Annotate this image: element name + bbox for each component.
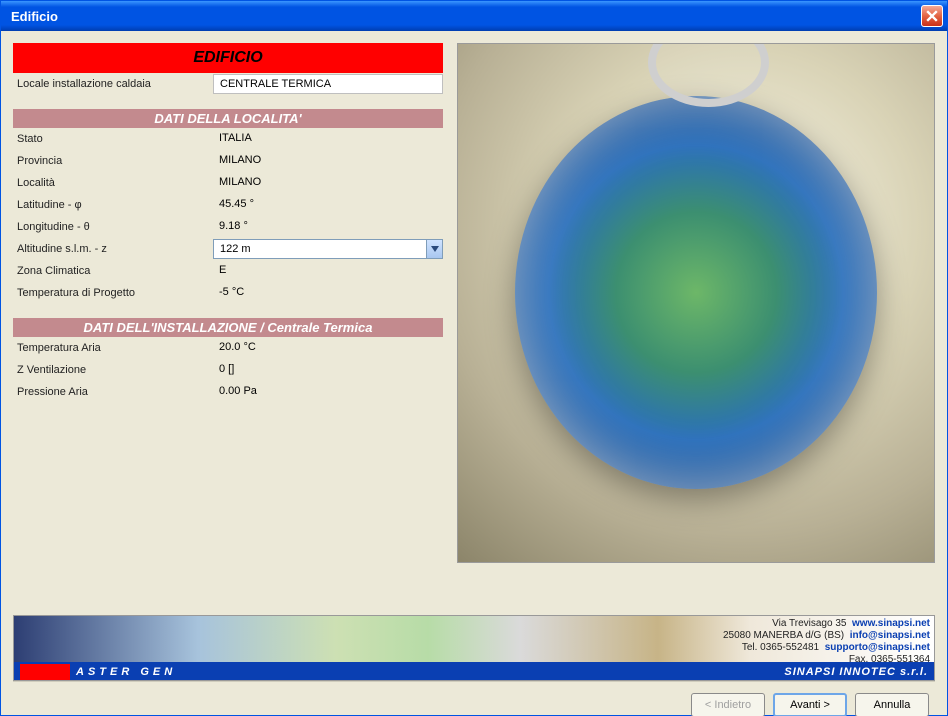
row-zvent: Z Ventilazione 0 [] (13, 359, 443, 381)
banner-contact: Via Trevisago 35 www.sinapsi.net 25080 M… (723, 618, 930, 666)
lat-value: 45.45 ° (213, 195, 443, 215)
lat-label: Latitudine - φ (13, 199, 213, 211)
banner-brand-left-wrap: ASTER GEN (20, 664, 176, 680)
lon-value: 9.18 ° (213, 217, 443, 237)
section-localita: DATI DELLA LOCALITA' (13, 109, 443, 128)
brand-banner: Via Trevisago 35 www.sinapsi.net 25080 M… (13, 615, 935, 681)
alt-label: Altitudine s.l.m. - z (13, 243, 213, 255)
lon-label: Longitudine - θ (13, 221, 213, 233)
taria-label: Temperatura Aria (13, 342, 213, 354)
paria-label: Pressione Aria (13, 386, 213, 398)
contact-mail1: info@sinapsi.net (850, 630, 930, 641)
row-lat: Latitudine - φ 45.45 ° (13, 194, 443, 216)
window-body: EDIFICIO Locale installazione caldaia CE… (1, 31, 947, 715)
titlebar: Edificio (1, 1, 947, 31)
contact-fax: Fax. 0365-551364 (849, 654, 930, 665)
compass-image (457, 43, 935, 563)
zona-value: E (213, 261, 443, 281)
contact-web: www.sinapsi.net (852, 618, 930, 629)
button-bar: < Indietro Avanti > Annulla (13, 688, 935, 716)
provincia-label: Provincia (13, 155, 213, 167)
localita-label: Località (13, 177, 213, 189)
row-alt: Altitudine s.l.m. - z 122 m (13, 238, 443, 260)
close-icon (926, 10, 938, 22)
row-provincia: Provincia MILANO (13, 150, 443, 172)
tprog-value: -5 °C (213, 283, 443, 303)
banner-graphic: Via Trevisago 35 www.sinapsi.net 25080 M… (14, 616, 934, 662)
contact-mail2: supporto@sinapsi.net (825, 642, 930, 653)
row-lon: Longitudine - θ 9.18 ° (13, 216, 443, 238)
provincia-value: MILANO (213, 151, 443, 171)
close-button[interactable] (921, 5, 943, 27)
zona-label: Zona Climatica (13, 265, 213, 277)
row-zona: Zona Climatica E (13, 260, 443, 282)
tprog-label: Temperatura di Progetto (13, 287, 213, 299)
alt-dropdown[interactable]: 122 m (213, 239, 443, 259)
brand-right: SINAPSI INNOTEC s.r.l. (784, 666, 928, 678)
zvent-value: 0 [] (213, 360, 443, 380)
row-localita: Località MILANO (13, 172, 443, 194)
row-locale: Locale installazione caldaia CENTRALE TE… (13, 73, 443, 95)
content-area: EDIFICIO Locale installazione caldaia CE… (13, 43, 935, 615)
localita-value: MILANO (213, 173, 443, 193)
form-column: EDIFICIO Locale installazione caldaia CE… (13, 43, 443, 615)
alt-value: 122 m (214, 243, 426, 255)
footer: Via Trevisago 35 www.sinapsi.net 25080 M… (13, 615, 935, 703)
next-button[interactable]: Avanti > (773, 693, 847, 716)
stato-label: Stato (13, 133, 213, 145)
brand-red-block (20, 664, 70, 680)
contact-tel: Tel. 0365-552481 (742, 642, 819, 653)
chevron-down-icon (426, 240, 442, 258)
taria-value: 20.0 °C (213, 338, 443, 358)
locale-label: Locale installazione caldaia (13, 78, 213, 90)
image-column (457, 43, 935, 615)
row-taria: Temperatura Aria 20.0 °C (13, 337, 443, 359)
brand-left: ASTER GEN (76, 666, 176, 678)
cancel-button[interactable]: Annulla (855, 693, 929, 716)
contact-addr2: 25080 MANERBA d/G (BS) (723, 630, 844, 641)
section-centrale: DATI DELL'INSTALLAZIONE / Centrale Termi… (13, 318, 443, 337)
row-stato: Stato ITALIA (13, 128, 443, 150)
edificio-header: EDIFICIO (13, 43, 443, 73)
contact-addr1: Via Trevisago 35 (772, 618, 846, 629)
zvent-label: Z Ventilazione (13, 364, 213, 376)
stato-value: ITALIA (213, 129, 443, 149)
divider (13, 681, 935, 682)
locale-value[interactable]: CENTRALE TERMICA (213, 74, 443, 94)
paria-value: 0.00 Pa (213, 382, 443, 402)
row-paria: Pressione Aria 0.00 Pa (13, 381, 443, 403)
back-button: < Indietro (691, 693, 765, 716)
window-root: Edificio EDIFICIO Locale installazione c… (0, 0, 948, 716)
window-title: Edificio (5, 9, 58, 24)
row-tprog: Temperatura di Progetto -5 °C (13, 282, 443, 304)
